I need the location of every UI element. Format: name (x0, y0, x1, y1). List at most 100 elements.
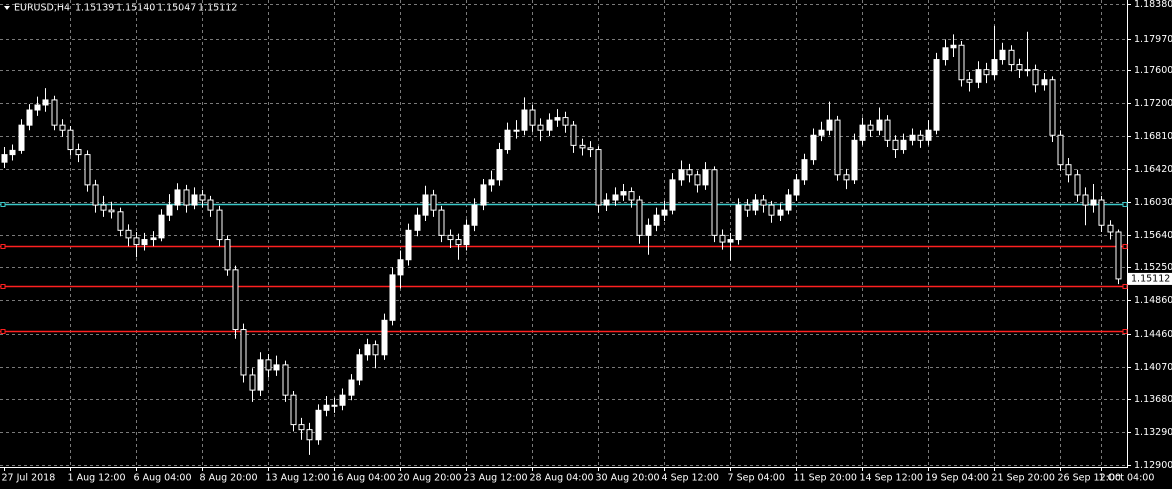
candle-body (612, 194, 619, 201)
candle-body (735, 204, 742, 241)
candle-body (521, 109, 528, 131)
x-tick-label: 1 Aug 12:00 (68, 473, 126, 484)
x-tick-label: 8 Aug 20:00 (200, 473, 258, 484)
candle-body (752, 199, 759, 211)
candle-body (199, 194, 206, 201)
y-tick-label: 1.16030 (1134, 197, 1172, 208)
candle-body (265, 359, 272, 371)
candle-body (18, 124, 25, 151)
candle-body (158, 214, 165, 239)
candle-body (991, 59, 998, 76)
candle-body (810, 134, 817, 161)
candle-body (92, 184, 99, 206)
candle-body (282, 364, 289, 396)
header-value: 1.15139 (75, 3, 114, 14)
candle-body (9, 149, 16, 156)
candle-body (727, 239, 734, 243)
candle-body (150, 237, 157, 241)
y-tick-label: 1.14070 (1134, 362, 1172, 373)
candle-body (909, 134, 916, 141)
level-handle (0, 202, 6, 207)
candle-body (496, 149, 503, 181)
candle-body (1024, 69, 1031, 72)
candle-body (686, 169, 693, 176)
candle-body (587, 147, 594, 151)
candle-body (513, 129, 520, 132)
y-tick-label: 1.12900 (1134, 460, 1172, 471)
candle-body (249, 374, 256, 391)
candle-body (331, 404, 338, 407)
candle-body (768, 204, 775, 216)
candle-body (84, 154, 91, 186)
candle-body (381, 319, 388, 356)
symbol-label: EURUSD,H4 (14, 3, 70, 14)
candle-body (257, 359, 264, 391)
candle-body (579, 144, 586, 149)
candle-body (1016, 64, 1023, 71)
candle-body (620, 191, 627, 196)
y-tick-label: 1.17600 (1134, 65, 1172, 76)
candle-body (1090, 199, 1097, 206)
header-value: 1.15140 (116, 3, 155, 14)
candle-body (744, 204, 751, 211)
candle-body (216, 209, 223, 241)
y-tick-label: 1.15640 (1134, 230, 1172, 241)
candle-body (636, 199, 643, 236)
candle-body (793, 179, 800, 196)
x-tick-label: 4 Sep 12:00 (662, 473, 719, 484)
candle-body (529, 109, 536, 126)
candle-body (777, 209, 784, 216)
candle-body (414, 214, 421, 231)
candle-body (191, 194, 198, 206)
candle-body (818, 129, 825, 136)
candle-body (422, 194, 429, 216)
candle-body (273, 364, 280, 371)
header-value: 1.15047 (157, 3, 196, 14)
symbol-menu-icon[interactable] (4, 6, 10, 10)
candle-body (389, 274, 396, 321)
x-tick-label: 13 Aug 12:00 (266, 473, 330, 484)
candle-body (133, 237, 140, 246)
candle-body (100, 204, 107, 211)
candle-body (51, 99, 58, 126)
candle-body (876, 119, 883, 131)
candle-body (628, 191, 635, 201)
candle-body (356, 354, 363, 381)
candle-body (950, 44, 957, 49)
current-price-box (1128, 272, 1172, 285)
candle-body (339, 394, 346, 406)
candle-body (1082, 194, 1089, 206)
x-tick-label: 19 Sep 04:00 (926, 473, 989, 484)
candle-body (504, 129, 511, 151)
candle-body (570, 124, 577, 146)
candle-body (1098, 199, 1105, 226)
candle-body (488, 179, 495, 186)
candle-body (892, 139, 899, 151)
candle-body (834, 119, 841, 176)
candle-body (537, 124, 544, 131)
x-tick-label: 16 Aug 04:00 (332, 473, 396, 484)
y-tick-label: 1.14460 (1134, 329, 1172, 340)
candle-body (1115, 231, 1122, 280)
candle-body (447, 234, 454, 241)
candle-body (843, 174, 850, 181)
level-handle (1122, 284, 1128, 289)
candle-body (224, 239, 231, 271)
x-tick-label: 7 Sep 04:00 (728, 473, 785, 484)
level-handle (1122, 202, 1128, 207)
candle-body (562, 117, 569, 126)
candle-body (430, 194, 437, 211)
candle-body (183, 189, 190, 206)
candle-body (471, 204, 478, 226)
candle-body (372, 344, 379, 356)
candle-body (1074, 174, 1081, 196)
candle-body (306, 429, 313, 441)
candle-body (546, 119, 553, 131)
candle-body (958, 44, 965, 81)
x-tick-label: 6 Aug 04:00 (134, 473, 192, 484)
candle-body (711, 169, 718, 236)
candle-body (760, 199, 767, 206)
level-handle (1122, 244, 1128, 249)
candle-body (75, 149, 82, 156)
